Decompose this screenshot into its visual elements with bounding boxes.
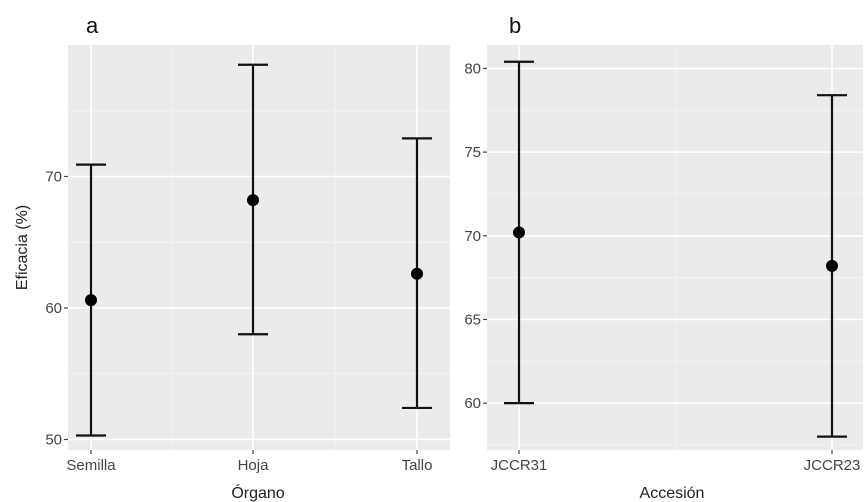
y-tick-label: 60 [45, 300, 62, 317]
x-tick-label: JCCR31 [491, 457, 548, 474]
y-tick-label: 60 [464, 395, 481, 412]
data-point [247, 194, 259, 207]
y-tick-label: 75 [464, 144, 481, 161]
data-point [411, 267, 423, 280]
x-tick-label: Hoja [238, 457, 270, 474]
y-tick-label: 70 [45, 168, 62, 185]
plot-background-b [487, 45, 863, 450]
panel-label: b [509, 13, 521, 38]
plot-background-a [68, 45, 450, 450]
data-point [826, 259, 838, 272]
x-tick-label: Tallo [402, 457, 433, 474]
x-axis-title: Accesión [640, 485, 705, 502]
y-axis-title: Eficacia (%) [14, 205, 31, 290]
data-point [513, 226, 525, 239]
y-tick-label: 50 [45, 431, 62, 448]
data-point [85, 294, 97, 307]
panel-label: a [86, 13, 99, 38]
y-tick-label: 70 [464, 228, 481, 245]
y-tick-label: 80 [464, 60, 481, 77]
y-tick-label: 65 [464, 311, 481, 328]
x-tick-label: Semilla [66, 457, 116, 474]
x-tick-label: JCCR23 [804, 457, 861, 474]
x-axis-title: Órgano [231, 483, 284, 502]
